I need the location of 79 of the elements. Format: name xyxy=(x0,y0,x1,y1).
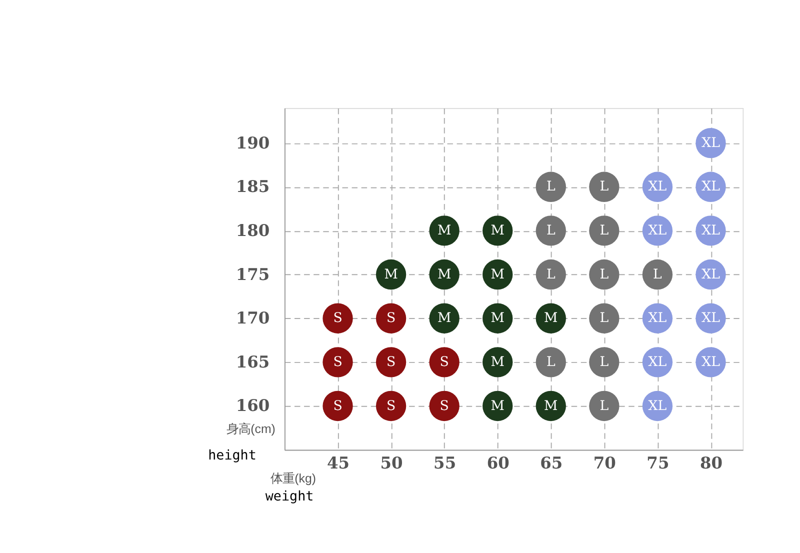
text: XL xyxy=(648,311,667,326)
text: M xyxy=(490,224,504,239)
text: M xyxy=(437,311,452,326)
text: L xyxy=(653,267,662,282)
point xyxy=(589,390,620,422)
text: L xyxy=(600,224,609,239)
x-tick-label: 45 xyxy=(326,453,350,472)
text: L xyxy=(600,267,609,282)
point xyxy=(376,303,406,334)
text: height xyxy=(208,448,256,464)
text: L xyxy=(600,180,609,195)
point xyxy=(429,390,460,422)
x-tick-label: 55 xyxy=(434,453,456,472)
x-tick-label: 75 xyxy=(646,453,670,472)
point xyxy=(536,172,566,202)
text: M xyxy=(437,224,452,239)
y-tick-label: 185 xyxy=(236,177,270,196)
text: XL xyxy=(648,180,667,195)
point xyxy=(376,347,406,378)
x-axis-title: 体重(kg) xyxy=(270,472,316,486)
point xyxy=(536,347,566,378)
text: M xyxy=(490,398,504,414)
point xyxy=(536,259,566,290)
text: S xyxy=(333,311,342,326)
point xyxy=(589,216,620,246)
y-tick-label: 180 xyxy=(236,220,270,240)
text: L xyxy=(546,180,556,195)
text: XL xyxy=(702,180,720,195)
text: L xyxy=(546,224,556,239)
y-tick-label: 175 xyxy=(236,264,270,284)
point xyxy=(322,347,353,378)
text: S xyxy=(440,354,449,370)
x-tick-label: 80 xyxy=(700,453,723,472)
point xyxy=(429,347,460,378)
text: S xyxy=(386,311,396,326)
text: M xyxy=(544,311,558,326)
series-label: M xyxy=(490,354,504,370)
x-tick-label: 60 xyxy=(486,453,510,472)
text: L xyxy=(546,267,556,282)
text: S xyxy=(386,398,396,414)
text: XL xyxy=(648,398,667,414)
point xyxy=(536,216,566,246)
text: L xyxy=(600,311,609,326)
text: S xyxy=(440,398,449,414)
text: XL xyxy=(648,224,667,239)
y-tick-label: 160 xyxy=(236,396,270,416)
text: XL xyxy=(702,311,720,326)
y-tick-label: 190 xyxy=(236,133,270,152)
text: M xyxy=(437,267,452,282)
x-tick-label: 50 xyxy=(380,453,403,472)
series-label: L xyxy=(600,354,609,370)
text: XL xyxy=(702,136,720,151)
text: M xyxy=(490,267,504,282)
series-label: XL xyxy=(702,354,720,370)
text: M xyxy=(490,311,504,326)
point xyxy=(322,390,353,422)
point xyxy=(589,303,620,334)
point xyxy=(376,390,406,422)
text: weight xyxy=(265,489,314,504)
y-tick-label: 165 xyxy=(236,352,270,372)
text: M xyxy=(544,398,558,414)
point xyxy=(589,259,620,290)
series-label: S xyxy=(333,354,342,370)
point xyxy=(589,172,620,202)
y-tick-label: 170 xyxy=(236,308,270,328)
text: M xyxy=(384,267,398,282)
y-axis-title: 身高(cm) xyxy=(226,422,276,436)
x-tick-label: 70 xyxy=(593,453,616,472)
text: S xyxy=(333,398,342,414)
text: L xyxy=(600,398,609,414)
x-tick-label: 65 xyxy=(540,453,563,472)
point xyxy=(642,259,673,290)
point xyxy=(589,347,620,378)
text: XL xyxy=(648,354,667,370)
text: L xyxy=(546,354,556,370)
text: XL xyxy=(702,267,720,282)
text: XL xyxy=(702,224,720,239)
text: S xyxy=(386,354,396,370)
point xyxy=(322,303,353,334)
